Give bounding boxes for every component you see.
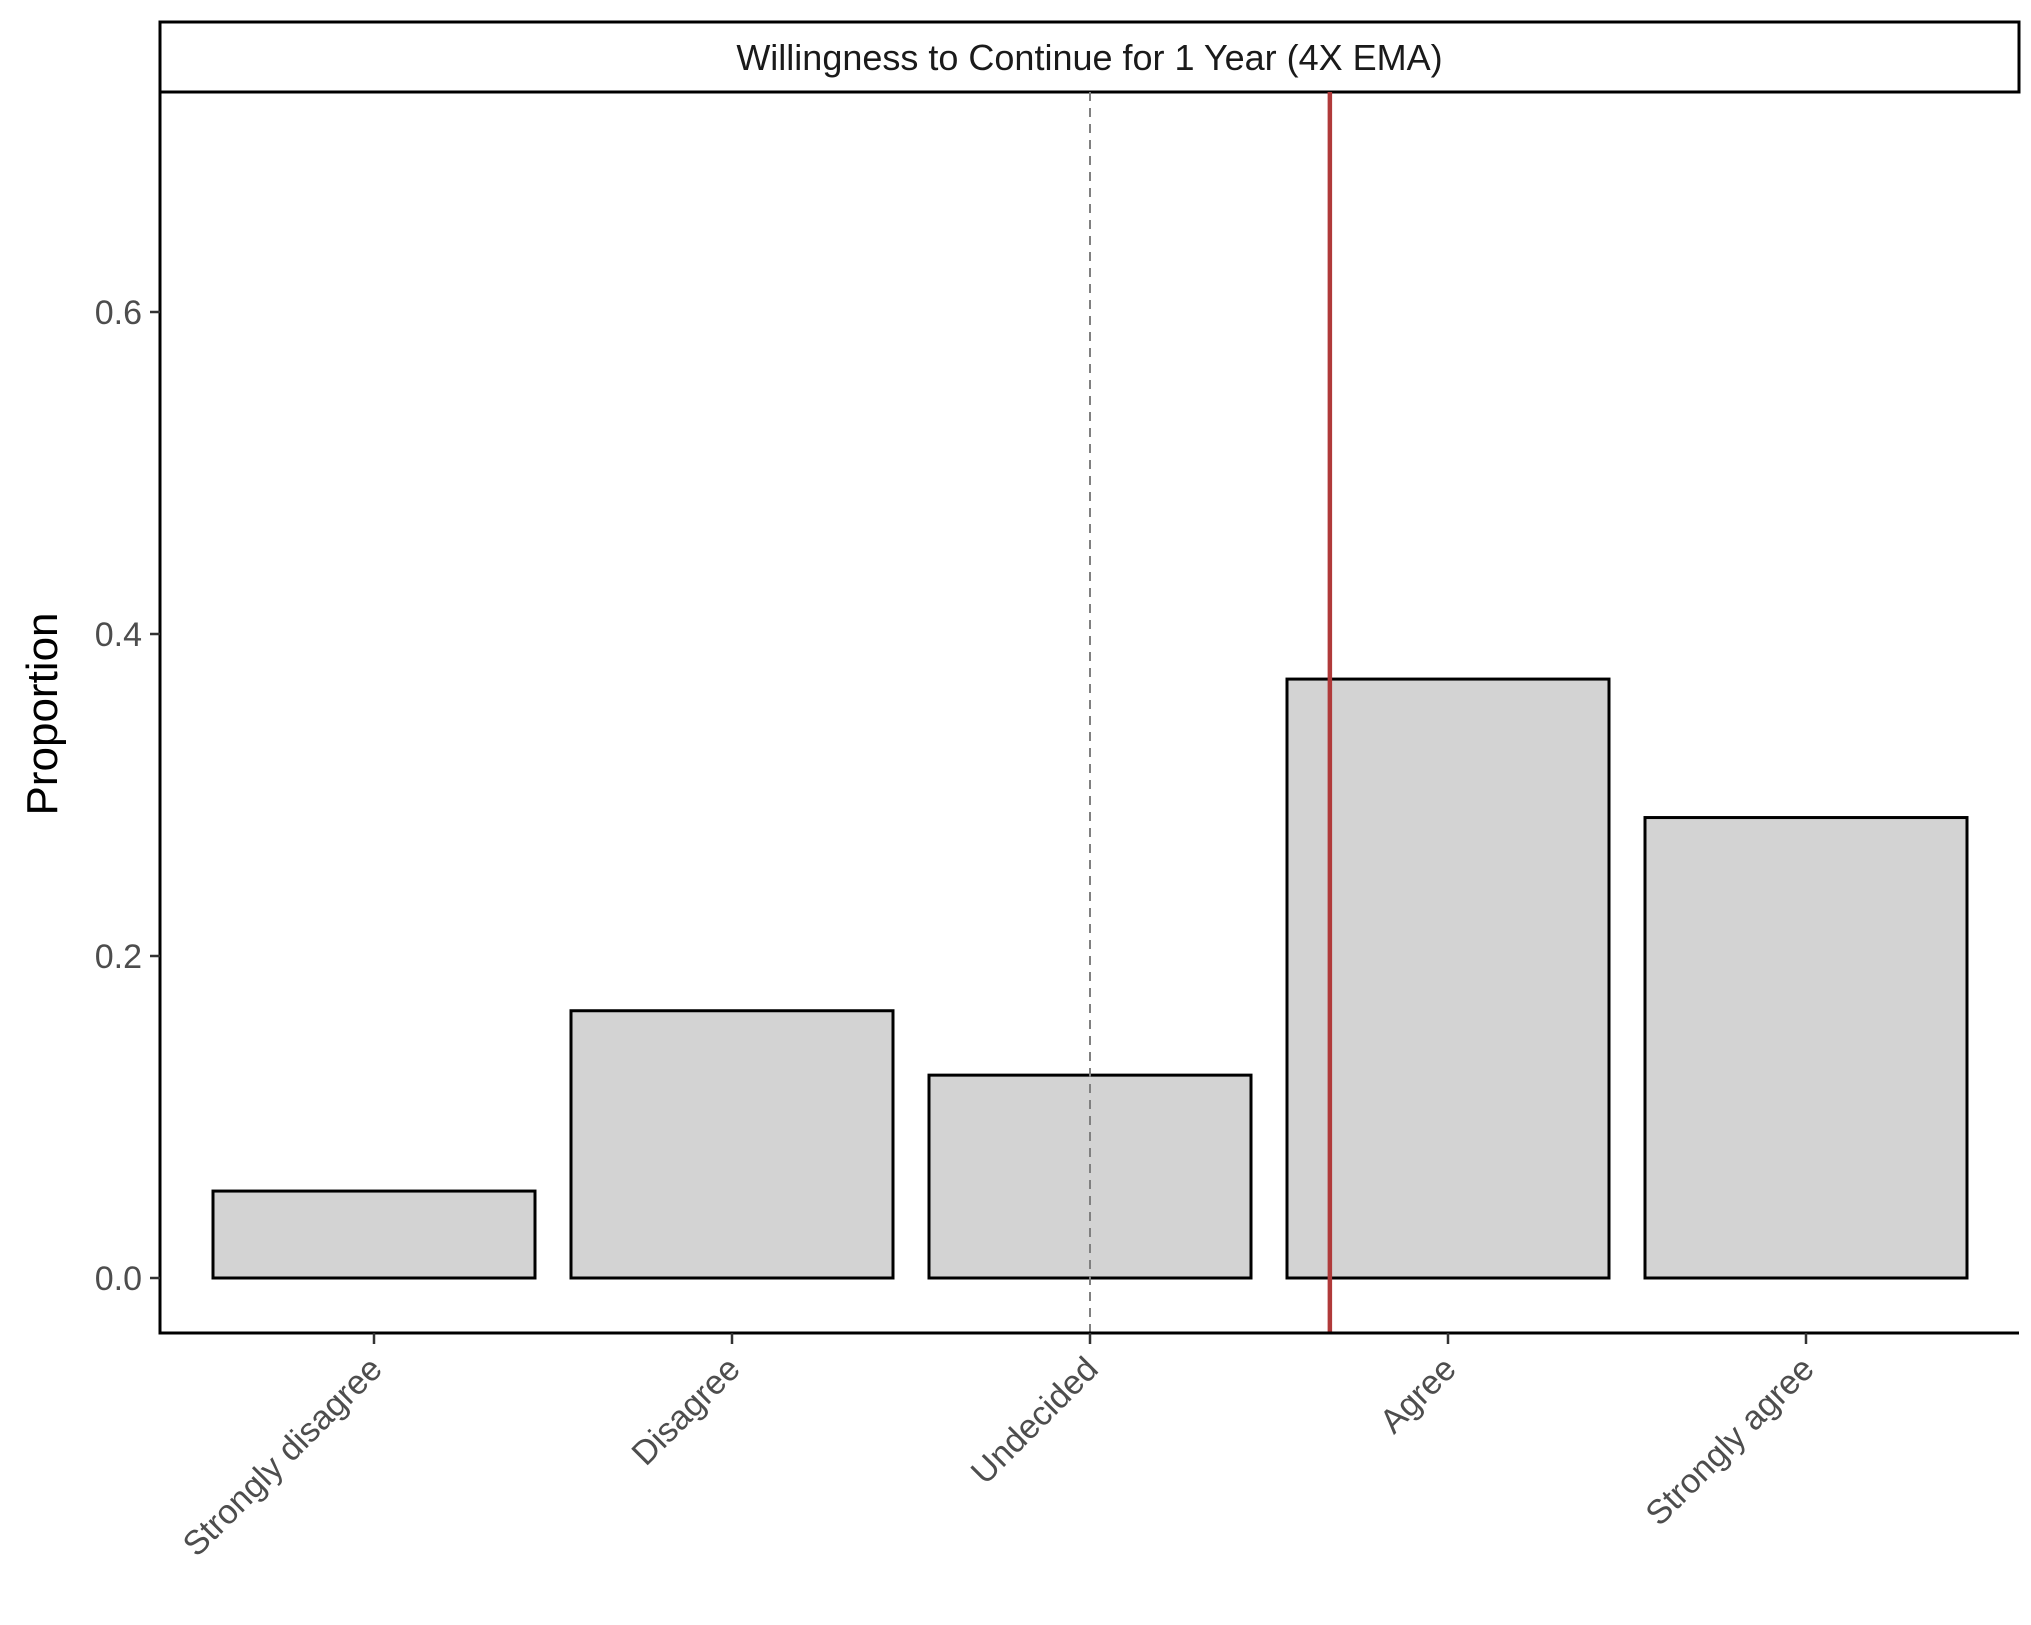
x-tick-label: Disagree <box>625 1350 748 1473</box>
y-tick-label: 0.6 <box>95 294 142 332</box>
bar-strongly-disagree <box>211 1189 537 1280</box>
bar-agree <box>1285 677 1611 1280</box>
y-axis-title: Proportion <box>18 612 67 815</box>
bar-disagree <box>569 1009 895 1280</box>
y-tick-label: 0.4 <box>95 616 142 654</box>
x-tick-label: Undecided <box>964 1350 1106 1492</box>
y-tick-label: 0.0 <box>95 1260 142 1298</box>
bar-strongly-agree <box>1643 816 1969 1280</box>
facet-title: Willingness to Continue for 1 Year (4X E… <box>736 37 1442 78</box>
plot-panel: 0.0 0.2 0.4 0.6 Strongly disagree Disagree Und… <box>95 92 2019 1564</box>
x-tick-label: Agree <box>1373 1350 1464 1441</box>
x-tick-label: Strongly disagree <box>176 1350 390 1564</box>
facet-strip <box>158 20 2021 94</box>
y-tick-label: 0.2 <box>95 938 142 976</box>
x-tick-label: Strongly agree <box>1638 1350 1821 1533</box>
